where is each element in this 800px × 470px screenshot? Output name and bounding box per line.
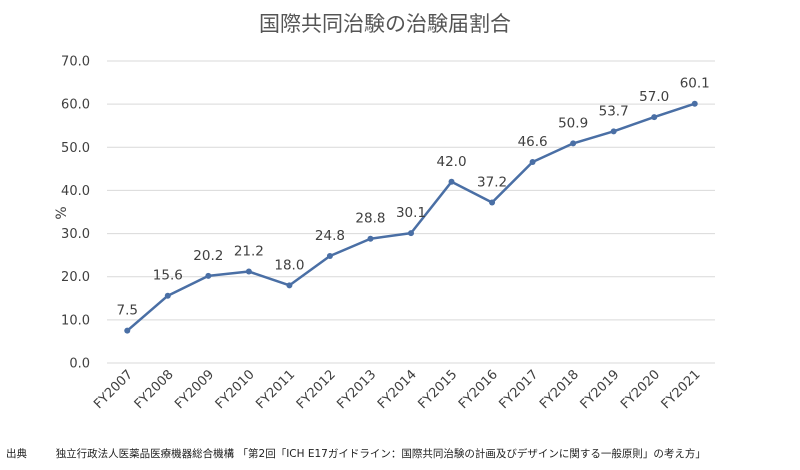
x-tick-label: FY2009 — [172, 367, 217, 412]
data-point — [124, 327, 131, 334]
source-prefix: 出典 — [6, 448, 27, 460]
data-label: 20.2 — [193, 248, 223, 264]
y-tick-label: 40.0 — [61, 184, 90, 199]
x-tick-label: FY2017 — [497, 367, 542, 412]
data-label: 46.6 — [518, 134, 548, 150]
data-point — [651, 114, 658, 121]
data-point — [691, 100, 698, 107]
y-tick-label: 20.0 — [61, 270, 90, 285]
data-label: 24.8 — [315, 228, 345, 244]
data-label: 18.0 — [274, 257, 304, 273]
data-label: 21.2 — [234, 244, 264, 260]
x-tick-label: FY2011 — [253, 367, 298, 412]
x-tick-label: FY2012 — [294, 367, 339, 412]
data-point — [570, 140, 577, 147]
data-label: 15.6 — [153, 268, 183, 284]
x-tick-label: FY2019 — [578, 367, 623, 412]
y-tick-label: 30.0 — [61, 227, 90, 242]
y-axis: 0.0 10.0 20.0 30.0 40.0 50.0 60.0 70.0 — [61, 55, 90, 372]
x-tick-label: FY2013 — [334, 367, 379, 412]
data-points — [124, 100, 698, 334]
y-tick-label: 10.0 — [61, 313, 90, 328]
data-point — [489, 199, 496, 206]
data-point — [326, 253, 333, 260]
data-labels: 7.5 15.6 20.2 21.2 18.0 24.8 28.8 30.1 42.0 37.2 4… — [117, 76, 710, 319]
data-point — [164, 292, 171, 299]
data-label: 28.8 — [355, 211, 385, 227]
data-label: 60.1 — [680, 76, 710, 92]
data-label: 42.0 — [437, 154, 467, 170]
source-text: 独立行政法人医薬品医療機器総合機構 「第2回「ICH E17ガイドライン：国際共… — [55, 448, 706, 460]
x-tick-label: FY2020 — [618, 367, 663, 412]
source-note: 出典 独立行政法人医薬品医療機器総合機構 「第2回「ICH E17ガイドライン：… — [6, 446, 706, 461]
x-tick-label: FY2010 — [213, 367, 258, 412]
data-point — [245, 268, 252, 275]
data-point — [610, 128, 617, 135]
y-tick-label: 50.0 — [61, 141, 90, 156]
data-point — [205, 272, 212, 279]
x-tick-label: FY2014 — [375, 367, 420, 412]
x-tick-label: FY2008 — [132, 367, 177, 412]
x-axis: FY2007FY2008FY2009FY2010FY2011FY2012FY20… — [91, 367, 703, 412]
data-point — [367, 235, 374, 242]
x-tick-label: FY2018 — [537, 367, 582, 412]
data-label: 53.7 — [599, 103, 629, 119]
chart-title: 国際共同治験の治験届割合 — [259, 12, 511, 36]
data-point — [408, 230, 414, 237]
x-tick-label: FY2016 — [456, 367, 501, 412]
x-tick-label: FY2021 — [659, 367, 704, 412]
data-point — [529, 158, 536, 165]
y-tick-label: 60.0 — [61, 98, 90, 113]
data-label: 57.0 — [639, 89, 669, 105]
data-label: 30.1 — [396, 205, 426, 221]
x-tick-label: FY2007 — [91, 367, 136, 412]
data-label: 50.9 — [558, 115, 588, 131]
y-tick-label: 70.0 — [61, 55, 90, 70]
data-label: 7.5 — [117, 303, 138, 319]
data-label: 37.2 — [477, 175, 507, 191]
data-point — [448, 178, 455, 185]
y-axis-label: % — [54, 206, 70, 219]
data-point — [286, 282, 293, 289]
x-tick-label: FY2015 — [415, 367, 460, 412]
y-tick-label: 0.0 — [69, 357, 90, 372]
